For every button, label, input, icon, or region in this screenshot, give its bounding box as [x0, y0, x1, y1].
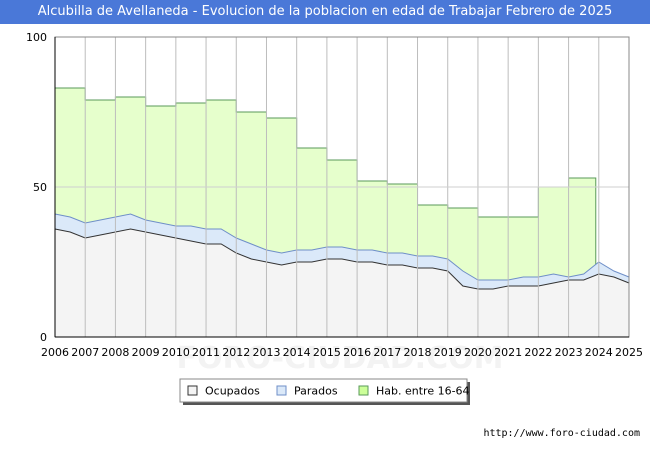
- legend-label: Parados: [294, 385, 338, 398]
- x-tick-label: 2017: [373, 346, 401, 359]
- x-tick-label: 2013: [252, 346, 280, 359]
- legend: Ocupados Parados Hab. entre 16-64: [179, 378, 470, 405]
- series-parados-line: [54, 213, 630, 281]
- x-tick-label: 2006: [41, 346, 69, 359]
- series-ocupados-area: [55, 229, 629, 337]
- x-tick-label: 2016: [343, 346, 371, 359]
- x-tick-label: 2022: [524, 346, 552, 359]
- x-tick-label: 2008: [101, 346, 129, 359]
- x-tick-label: 2019: [434, 346, 462, 359]
- x-tick-label: 2025: [615, 346, 643, 359]
- x-tick-label: 2021: [494, 346, 522, 359]
- series-ocupados-line: [54, 228, 630, 290]
- legend-label: Ocupados: [205, 385, 260, 398]
- x-tick-label: 2007: [71, 346, 99, 359]
- watermark: FORO-CIUDAD.COM: [177, 341, 504, 376]
- y-tick-label: 50: [33, 181, 47, 194]
- x-tick-label: 2012: [222, 346, 250, 359]
- legend-swatch: [276, 385, 287, 396]
- x-tick-label: 2018: [404, 346, 432, 359]
- footer-url[interactable]: http://www.foro-ciudad.com: [483, 428, 640, 439]
- x-tick-label: 2014: [283, 346, 311, 359]
- axes: 2006 2007 2008 2009 2010 2011 2012 2013 2014 2015…: [26, 31, 643, 359]
- legend-box: [179, 378, 468, 403]
- y-tick-label: 100: [26, 31, 47, 44]
- x-tick-label: 2010: [162, 346, 190, 359]
- x-tick-label: 2011: [192, 346, 220, 359]
- x-tick-label: 2020: [464, 346, 492, 359]
- y-tick-label: 0: [40, 331, 47, 344]
- x-tick-label: 2024: [585, 346, 613, 359]
- x-tick-label: 2009: [132, 346, 160, 359]
- x-tick-label: 2023: [555, 346, 583, 359]
- legend-label: Hab. entre 16-64: [376, 385, 470, 398]
- chart-title: Alcubilla de Avellaneda - Evolucion de l…: [0, 0, 650, 24]
- legend-swatch: [358, 385, 369, 396]
- legend-swatch: [187, 385, 198, 396]
- x-tick-label: 2015: [313, 346, 341, 359]
